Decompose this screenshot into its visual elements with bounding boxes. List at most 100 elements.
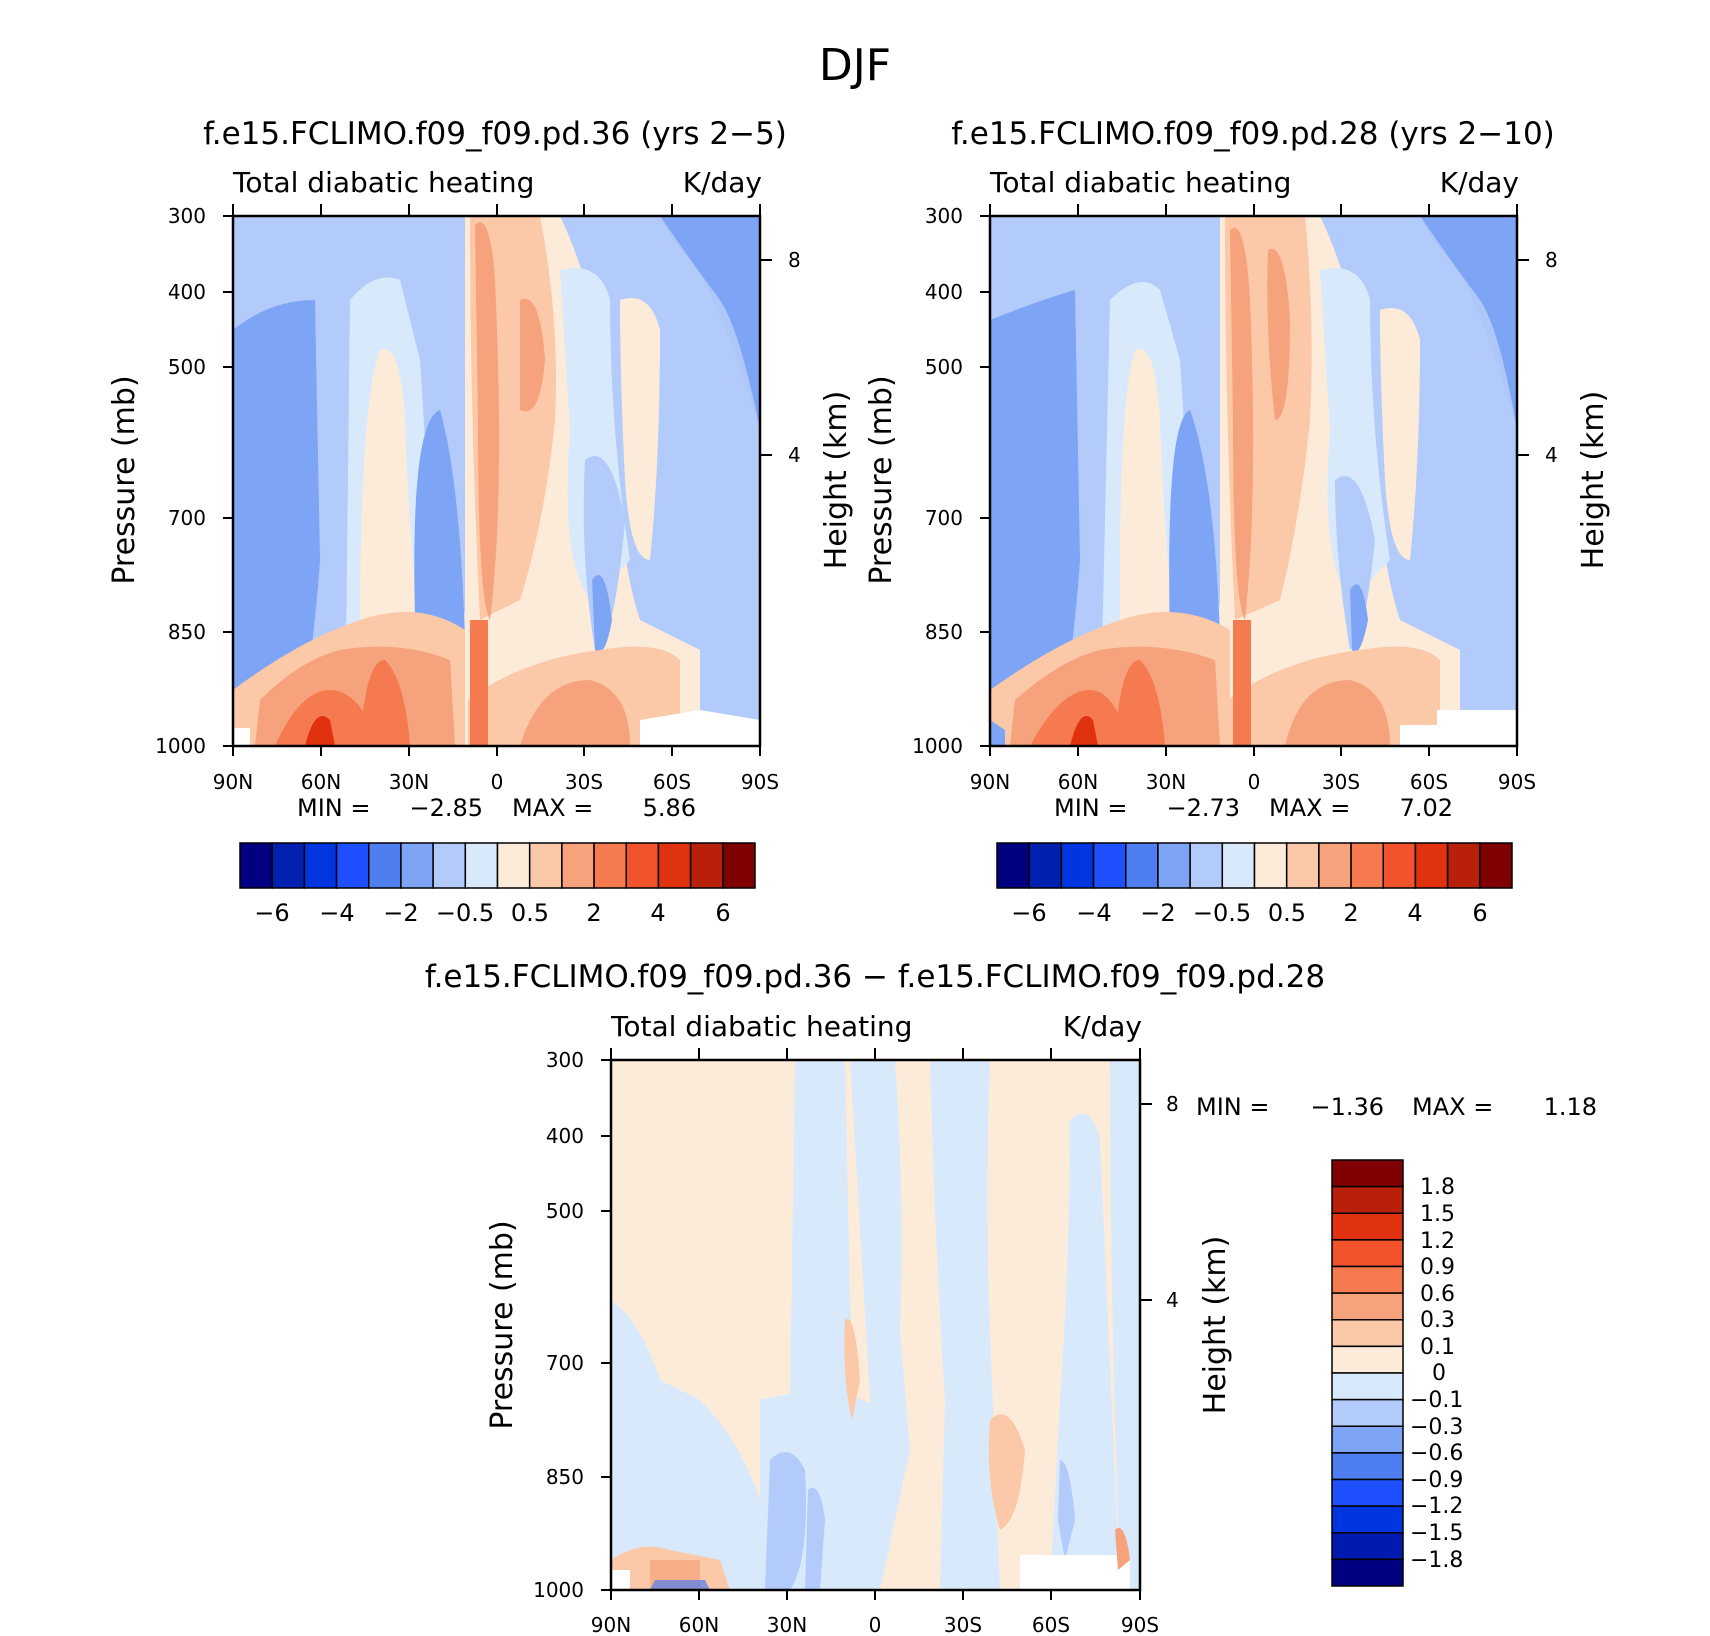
colorbar-label: −1.5 xyxy=(1410,1521,1463,1546)
x-tick-label: 30N xyxy=(1146,770,1186,794)
x-tick-label: 90S xyxy=(741,770,779,794)
colorbar-label: −4 xyxy=(319,899,354,927)
panel-3-y2-axis-label: Height (km) xyxy=(1198,1236,1233,1415)
colorbar-swatch xyxy=(496,842,531,889)
colorbar-swatch xyxy=(722,842,756,889)
colorbar-label: 4 xyxy=(1407,899,1422,927)
max-label: MAX = xyxy=(1412,1093,1493,1121)
min-value: −1.36 xyxy=(1310,1093,1384,1121)
colorbar-swatch xyxy=(593,842,627,889)
min-label: MIN = xyxy=(297,794,370,822)
x-tick-label: 90N xyxy=(970,770,1010,794)
colorbar-swatch xyxy=(1331,1212,1404,1241)
panel-3-contour-field xyxy=(611,1060,1140,1590)
colorbar-swatch xyxy=(689,842,724,889)
x-tick-label: 30S xyxy=(565,770,603,794)
colorbar-label: −1.8 xyxy=(1410,1548,1463,1573)
panel-2-colorbar-labels: −6 −4 −2 −0.5 0.5 2 4 6 xyxy=(1011,899,1487,927)
y2-tick-label: 8 xyxy=(1545,248,1558,272)
max-value: 7.02 xyxy=(1400,794,1453,822)
panel-3-subtitle-left: Total diabatic heating xyxy=(610,1010,912,1043)
x-tick-label: 60N xyxy=(679,1613,719,1636)
min-value: −2.73 xyxy=(1166,794,1240,822)
panel-3-y2-tick-labels: 8 4 xyxy=(1166,1092,1179,1312)
panel-1-contour-field xyxy=(233,216,760,746)
colorbar-label: 0 xyxy=(1432,1361,1446,1386)
colorbar-swatch xyxy=(1157,842,1191,889)
colorbar-label: 2 xyxy=(586,899,601,927)
colorbar-swatch xyxy=(239,842,273,889)
y2-tick-label: 4 xyxy=(788,443,801,467)
colorbar-swatch xyxy=(1092,842,1127,889)
colorbar-label: 1.8 xyxy=(1420,1175,1455,1200)
panel-1-subtitle-left: Total diabatic heating xyxy=(232,166,534,199)
panel-3-colorbar xyxy=(1331,1159,1404,1587)
colorbar-label: 6 xyxy=(715,899,730,927)
colorbar-label: 0.1 xyxy=(1420,1335,1455,1360)
panel-2: f.e15.FCLIMO.f09_f09.pd.28 (yrs 2−10) To… xyxy=(864,116,1611,927)
y2-tick-label: 8 xyxy=(788,248,801,272)
panel-1: f.e15.FCLIMO.f09_f09.pd.36 (yrs 2−5) Tot… xyxy=(107,116,854,927)
y-tick-label: 1000 xyxy=(912,734,963,758)
panel-3-y-axis-label: Pressure (mb) xyxy=(485,1220,520,1429)
panel-2-y2-axis-label: Height (km) xyxy=(1576,391,1611,570)
y2-tick-label: 4 xyxy=(1545,443,1558,467)
panel-3-title: f.e15.FCLIMO.f09_f09.pd.36 − f.e15.FCLIM… xyxy=(425,959,1325,995)
colorbar-label: −0.9 xyxy=(1410,1468,1463,1493)
y-tick-label: 1000 xyxy=(533,1578,584,1602)
colorbar-swatch xyxy=(1060,842,1095,889)
y-tick-label: 700 xyxy=(925,506,963,530)
x-tick-label: 60N xyxy=(1058,770,1098,794)
panel-3: f.e15.FCLIMO.f09_f09.pd.36 − f.e15.FCLIM… xyxy=(425,959,1597,1636)
panel-1-colorbar-labels: −6 −4 −2 −0.5 0.5 2 4 6 xyxy=(254,899,730,927)
colorbar-swatch xyxy=(303,842,338,889)
y2-tick-label: 8 xyxy=(1166,1092,1179,1116)
colorbar-label: −4 xyxy=(1076,899,1111,927)
colorbar-swatch xyxy=(1331,1292,1404,1321)
y-tick-label: 400 xyxy=(925,280,963,304)
panel-1-title: f.e15.FCLIMO.f09_f09.pd.36 (yrs 2−5) xyxy=(203,116,787,152)
colorbar-swatch xyxy=(1331,1532,1404,1561)
colorbar-swatch xyxy=(625,842,660,889)
min-value: −2.85 xyxy=(409,794,483,822)
y-tick-label: 1000 xyxy=(155,734,206,758)
y-tick-label: 500 xyxy=(546,1199,584,1223)
colorbar-swatch xyxy=(271,842,306,889)
max-label: MAX = xyxy=(512,794,593,822)
colorbar-label: 6 xyxy=(1472,899,1487,927)
colorbar-swatch xyxy=(1189,842,1224,889)
y-tick-label: 500 xyxy=(925,355,963,379)
colorbar-label: 2 xyxy=(1343,899,1358,927)
colorbar-swatch xyxy=(1125,842,1159,889)
y-tick-label: 700 xyxy=(168,506,206,530)
min-label: MIN = xyxy=(1196,1093,1269,1121)
colorbar-label: 0.3 xyxy=(1420,1308,1455,1333)
y-tick-label: 850 xyxy=(546,1465,584,1489)
panel-1-y2-axis-label: Height (km) xyxy=(819,391,854,570)
x-tick-label: 0 xyxy=(869,1613,882,1636)
colorbar-label: −6 xyxy=(1011,899,1046,927)
y-tick-label: 700 xyxy=(546,1351,584,1375)
colorbar-swatch xyxy=(400,842,434,889)
x-tick-label: 30S xyxy=(1322,770,1360,794)
panel-3-min-max: MIN = −1.36 MAX = 1.18 xyxy=(1196,1093,1597,1121)
colorbar-label: −0.5 xyxy=(1193,899,1251,927)
figure-title: DJF xyxy=(819,40,891,91)
colorbar-swatch xyxy=(335,842,370,889)
colorbar-swatch xyxy=(1350,842,1384,889)
colorbar-swatch xyxy=(528,842,563,889)
colorbar-swatch xyxy=(1331,1319,1404,1348)
colorbar-swatch xyxy=(1331,1372,1404,1401)
colorbar-swatch xyxy=(1221,842,1256,889)
colorbar-swatch xyxy=(1331,1159,1404,1188)
panel-3-subtitle-right: K/day xyxy=(1063,1010,1142,1043)
panel-1-x-tick-labels: 90N 60N 30N 0 30S 60S 90S xyxy=(213,770,779,794)
colorbar-swatch xyxy=(368,842,402,889)
panel-2-contour-field xyxy=(990,216,1517,746)
x-tick-label: 60S xyxy=(1032,1613,1070,1636)
colorbar-swatch xyxy=(1479,842,1513,889)
panel-3-x-tick-labels: 90N 60N 30N 0 30S 60S 90S xyxy=(591,1613,1159,1636)
colorbar-swatch xyxy=(1331,1265,1404,1294)
panel-2-colorbar xyxy=(996,842,1513,889)
